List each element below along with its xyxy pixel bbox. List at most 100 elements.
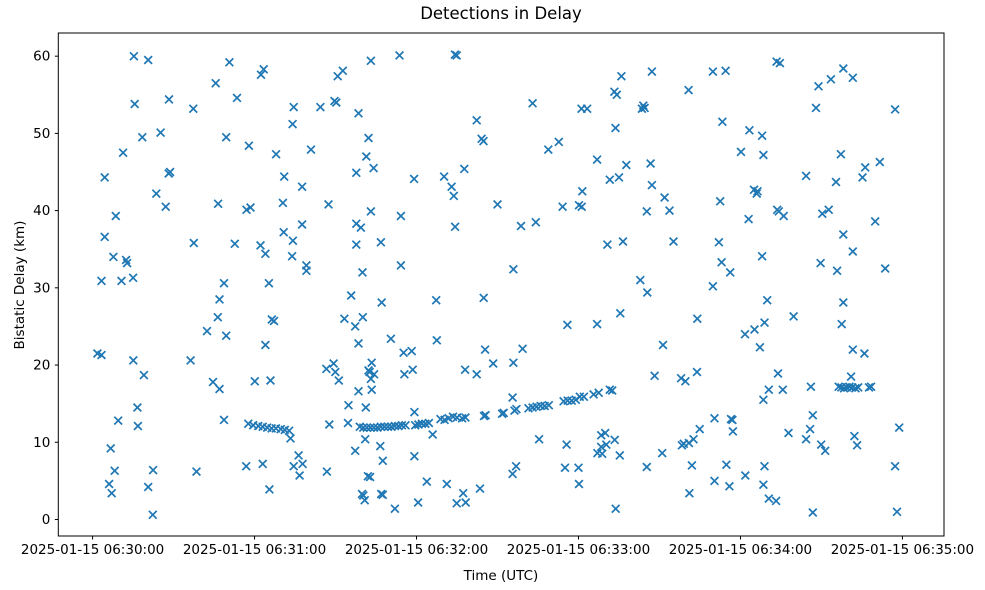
data-point [857,172,868,182]
y-tick-label: 0 [42,512,51,528]
data-point [890,461,900,471]
data-point [594,388,604,398]
data-point [186,355,196,365]
data-point [534,434,544,444]
data-point [826,74,836,84]
data-point [285,433,296,443]
data-point [96,350,107,360]
data-point [492,199,503,209]
data-point [805,424,815,434]
data-point [728,426,738,436]
data-point [139,370,149,380]
data-point [592,155,602,165]
data-point [783,428,794,438]
data-point [528,98,538,108]
data-point [213,312,223,322]
data-point [244,141,254,151]
data-point [642,206,652,216]
data-point [96,276,107,286]
data-point [214,294,225,304]
data-point [353,338,364,348]
data-point [880,263,890,274]
data-point [516,221,526,231]
data-point [432,335,442,345]
data-point [839,383,849,393]
data-point [870,216,880,226]
data-point [508,469,518,479]
data-point [808,410,818,420]
data-point [107,488,117,498]
data-point [531,217,541,227]
data-point [258,459,268,469]
data-point [638,101,648,111]
data-point [100,172,110,182]
data-point [334,375,344,386]
data-point [647,180,657,190]
data-point [605,175,615,185]
data-point [449,191,459,201]
data-point [431,295,441,305]
data-point [376,237,386,247]
x-tick-label: 2025-01-15 06:33:00 [507,542,650,558]
data-point [259,64,269,74]
data-point [408,365,418,375]
data-point [113,416,123,426]
data-point [736,147,746,157]
data-point [221,132,231,142]
y-tick-label: 50 [33,126,50,142]
data-point [725,267,735,277]
chart-title: Detections in Delay [420,4,582,23]
data-point [360,495,370,505]
data-point [409,451,419,461]
data-point [684,85,694,95]
data-point [148,465,158,475]
x-tick-label: 2025-01-15 06:32:00 [345,542,488,558]
data-point [396,211,406,221]
data-point [413,497,423,508]
data-point [744,125,754,135]
data-point [646,158,656,169]
data-point [836,149,846,159]
data-point [161,202,171,212]
data-point [164,94,174,104]
data-point [717,117,727,127]
data-point [224,57,234,67]
data-point [846,372,856,382]
data-point [450,222,460,232]
data-point [518,344,528,354]
x-tick-label: 2025-01-15 06:30:00 [21,542,164,558]
data-point [279,172,289,182]
y-tick-label: 60 [33,49,50,65]
data-point [298,459,308,469]
data-point [511,461,521,471]
data-point [773,368,783,379]
data-point [727,415,737,425]
data-point [260,249,270,259]
data-point [256,70,266,80]
data-point [635,275,645,285]
data-point [409,407,419,417]
data-point [306,145,316,155]
data-point [460,365,470,375]
data-point [749,324,760,335]
data-point [363,471,373,481]
data-point [508,264,518,274]
data-point [346,290,356,301]
data-point [151,189,161,199]
data-point [853,382,863,392]
data-point [762,295,772,305]
y-tick-label: 30 [33,280,50,296]
data-point [442,479,452,489]
data-point [459,164,469,174]
data-point [356,223,366,233]
data-point [692,314,702,324]
data-point [642,462,652,472]
data-point [759,461,770,471]
data-point [122,258,132,268]
data-point [363,133,374,143]
data-point [189,238,199,248]
data-point [377,297,387,308]
data-point [128,355,138,365]
data-point [838,229,848,240]
